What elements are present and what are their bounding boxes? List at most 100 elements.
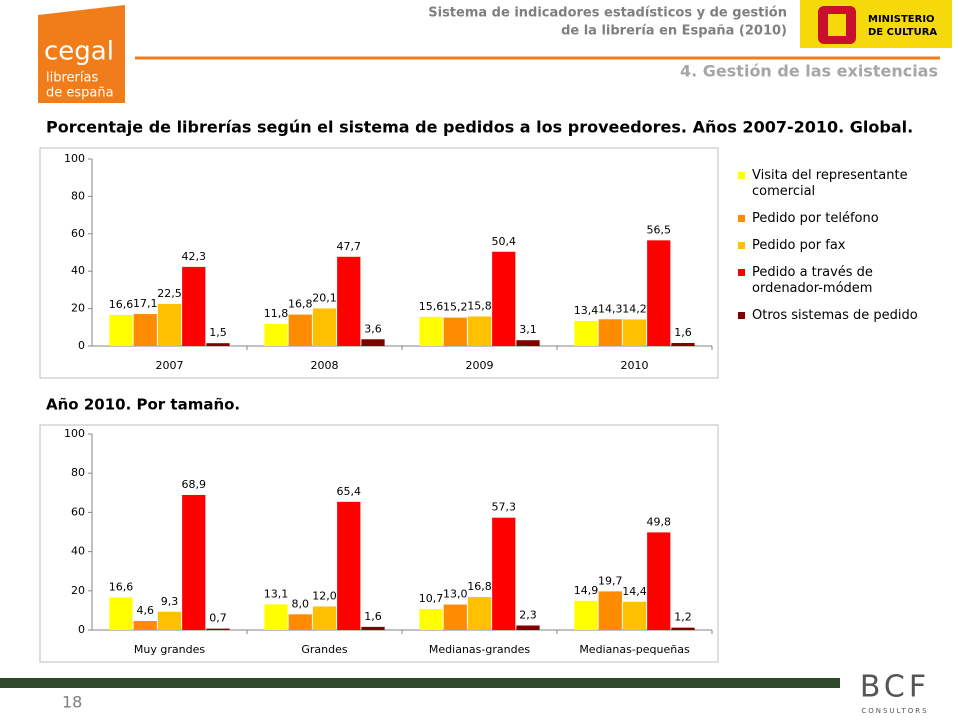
bar <box>419 316 443 346</box>
y-tick-label: 100 <box>64 152 85 165</box>
bar <box>288 614 312 630</box>
bar <box>133 314 157 346</box>
bar <box>157 303 182 346</box>
bar <box>264 604 288 630</box>
bar <box>647 532 671 630</box>
bar <box>622 319 647 346</box>
bar <box>264 323 288 346</box>
value-label: 56,5 <box>647 223 672 236</box>
bar <box>598 591 622 630</box>
value-label: 68,9 <box>182 478 207 491</box>
cegal-logo <box>38 5 125 103</box>
brand: BCF <box>860 670 930 705</box>
value-label: 0,7 <box>209 612 227 625</box>
value-label: 14,4 <box>622 585 647 598</box>
bar <box>182 266 206 346</box>
x-tick-label: Muy grandes <box>134 643 205 656</box>
value-label: 49,8 <box>647 515 672 528</box>
logo-name: cegal <box>44 37 114 67</box>
value-label: 16,6 <box>109 298 134 311</box>
chart-title: Porcentaje de librerías según el sistema… <box>46 118 913 137</box>
x-tick-label: Grandes <box>301 643 348 656</box>
value-label: 13,4 <box>574 304 599 317</box>
section-title: 4. Gestión de las existencias <box>680 62 938 81</box>
legend-item: Visita del representante comercial <box>738 168 923 200</box>
value-label: 16,8 <box>467 580 492 593</box>
value-label: 22,5 <box>157 287 182 300</box>
bar <box>492 517 516 630</box>
logo-line: de españa <box>46 86 114 101</box>
value-label: 47,7 <box>337 240 362 253</box>
x-tick-label: 2008 <box>311 359 339 372</box>
legend-label: Pedido a través de ordenador-módem <box>752 265 873 296</box>
ministry-text: MINISTERIO <box>868 14 935 25</box>
brand-sub: CONSULTORS <box>861 707 928 715</box>
y-tick-label: 40 <box>71 545 85 558</box>
legend-label: Pedido por teléfono <box>752 211 879 226</box>
bar <box>312 606 337 630</box>
y-tick-label: 60 <box>71 227 85 240</box>
bar <box>206 628 230 630</box>
x-tick-label: 2009 <box>466 359 494 372</box>
bar <box>312 308 337 346</box>
bar <box>288 314 312 346</box>
value-label: 15,8 <box>467 299 492 312</box>
value-label: 16,6 <box>109 580 134 593</box>
value-label: 15,6 <box>419 300 444 313</box>
value-label: 16,8 <box>288 298 313 311</box>
logo-line: librerías <box>46 71 98 86</box>
bar <box>361 626 385 630</box>
value-label: 13,1 <box>264 587 289 600</box>
legend-item: Pedido a través de ordenador-módem <box>738 265 923 297</box>
bar <box>574 600 598 630</box>
header-line: de la librería en España (2010) <box>561 24 787 39</box>
header-line: Sistema de indicadores estadísticos y de… <box>428 6 787 21</box>
y-tick-label: 0 <box>78 339 85 352</box>
value-label: 42,3 <box>182 250 207 263</box>
bar <box>337 256 361 346</box>
value-label: 3,1 <box>519 323 537 336</box>
value-label: 1,6 <box>674 326 692 339</box>
bar <box>516 340 540 346</box>
value-label: 14,2 <box>622 302 647 315</box>
chart-frame <box>39 424 719 663</box>
legend-swatch <box>738 215 745 222</box>
footer-bar <box>0 678 840 688</box>
legend-item: Pedido por teléfono <box>738 211 923 227</box>
legend-label: Pedido por fax <box>752 238 846 253</box>
bar <box>516 625 540 630</box>
bar <box>467 597 492 630</box>
legend: Visita del representante comercial Pedido… <box>738 168 923 335</box>
value-label: 11,8 <box>264 307 289 320</box>
value-label: 12,0 <box>312 589 337 602</box>
value-label: 1,6 <box>364 610 382 623</box>
y-tick-label: 80 <box>71 189 85 202</box>
bar <box>574 320 598 346</box>
value-label: 50,4 <box>492 235 517 248</box>
x-tick-label: Medianas-grandes <box>429 643 530 656</box>
legend-label: Visita del representante comercial <box>752 168 908 199</box>
y-tick-label: 20 <box>71 302 85 315</box>
legend-swatch <box>738 172 745 179</box>
legend-item: Pedido por fax <box>738 238 923 254</box>
bar <box>419 609 443 630</box>
value-label: 10,7 <box>419 592 444 605</box>
value-label: 2,3 <box>519 608 537 621</box>
bar <box>109 597 133 630</box>
value-label: 14,3 <box>598 302 623 315</box>
value-label: 1,2 <box>674 611 692 624</box>
bar <box>206 343 230 346</box>
bar <box>361 339 385 346</box>
value-label: 65,4 <box>337 485 362 498</box>
value-label: 15,2 <box>443 301 468 314</box>
bar <box>109 314 133 346</box>
legend-item: Otros sistemas de pedido <box>738 308 923 324</box>
bar <box>598 319 622 346</box>
x-tick-label: Medianas-pequeñas <box>579 643 690 656</box>
value-label: 14,9 <box>574 584 599 597</box>
legend-swatch <box>738 312 745 319</box>
y-tick-label: 100 <box>64 427 85 440</box>
bar <box>467 316 492 346</box>
y-tick-label: 40 <box>71 264 85 277</box>
